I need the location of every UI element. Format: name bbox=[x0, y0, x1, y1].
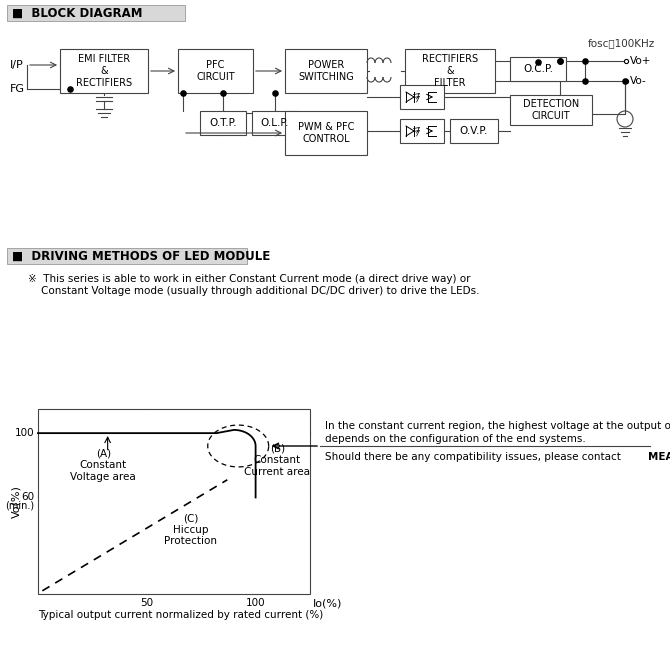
Text: DETECTION
CIRCUIT: DETECTION CIRCUIT bbox=[523, 99, 579, 121]
Text: EMI FILTER
&
RECTIFIERS: EMI FILTER & RECTIFIERS bbox=[76, 54, 132, 88]
Text: In the constant current region, the highest voltage at the output of the driver: In the constant current region, the high… bbox=[325, 421, 670, 431]
Text: ■  DRIVING METHODS OF LED MODULE: ■ DRIVING METHODS OF LED MODULE bbox=[12, 249, 270, 262]
Text: PWM & PFC
CONTROL: PWM & PFC CONTROL bbox=[297, 122, 354, 144]
Bar bbox=[400, 85, 444, 109]
Bar bbox=[252, 111, 298, 135]
Text: FG: FG bbox=[10, 84, 25, 94]
Text: I/P: I/P bbox=[10, 60, 23, 70]
Bar bbox=[200, 111, 246, 135]
Text: Typical output current normalized by rated current (%): Typical output current normalized by rat… bbox=[38, 610, 323, 620]
Text: Vo+: Vo+ bbox=[630, 56, 651, 66]
Text: POWER
SWITCHING: POWER SWITCHING bbox=[298, 60, 354, 82]
Text: (C)
Hiccup
Protection: (C) Hiccup Protection bbox=[164, 513, 217, 547]
Text: O.V.P.: O.V.P. bbox=[460, 126, 488, 136]
Text: (A)
Constant
Voltage area: (A) Constant Voltage area bbox=[70, 449, 136, 482]
Text: (B)
Constant
Current area: (B) Constant Current area bbox=[245, 444, 310, 477]
Bar bbox=[38, 409, 310, 594]
Text: Should there be any compatibility issues, please contact: Should there be any compatibility issues… bbox=[325, 452, 624, 462]
Bar bbox=[510, 57, 566, 81]
Bar bbox=[450, 119, 498, 143]
Text: 60: 60 bbox=[21, 492, 34, 503]
Text: RECTIFIERS
&
FILTER: RECTIFIERS & FILTER bbox=[422, 54, 478, 88]
Bar bbox=[60, 49, 148, 93]
Bar bbox=[510, 95, 592, 125]
Text: fosc：100KHz: fosc：100KHz bbox=[588, 38, 655, 48]
Text: ■  BLOCK DIAGRAM: ■ BLOCK DIAGRAM bbox=[12, 6, 143, 19]
Text: Should there be any compatibility issues, please contact MEAN WELL.: Should there be any compatibility issues… bbox=[325, 452, 670, 462]
Bar bbox=[285, 111, 367, 155]
Text: Vo-: Vo- bbox=[630, 76, 647, 86]
Text: 100: 100 bbox=[246, 598, 265, 608]
Bar bbox=[178, 49, 253, 93]
Bar bbox=[7, 248, 247, 264]
Bar bbox=[7, 5, 185, 21]
Text: O.T.P.: O.T.P. bbox=[209, 118, 237, 128]
Bar bbox=[400, 119, 444, 143]
Text: 100: 100 bbox=[14, 428, 34, 438]
Text: PFC
CIRCUIT: PFC CIRCUIT bbox=[196, 60, 234, 82]
Text: Io(%): Io(%) bbox=[314, 598, 342, 608]
Text: O.C.P.: O.C.P. bbox=[523, 64, 553, 74]
Text: Vo(%): Vo(%) bbox=[11, 485, 21, 518]
Text: depends on the configuration of the end systems.: depends on the configuration of the end … bbox=[325, 434, 586, 444]
Bar bbox=[405, 49, 495, 93]
Bar bbox=[285, 49, 367, 93]
Text: ※  This series is able to work in either Constant Current mode (a direct drive w: ※ This series is able to work in either … bbox=[28, 274, 480, 296]
Text: 50: 50 bbox=[140, 598, 153, 608]
Text: O.L.P.: O.L.P. bbox=[261, 118, 289, 128]
Text: (min.): (min.) bbox=[5, 501, 34, 510]
Text: MEAN WELL.: MEAN WELL. bbox=[648, 452, 670, 462]
